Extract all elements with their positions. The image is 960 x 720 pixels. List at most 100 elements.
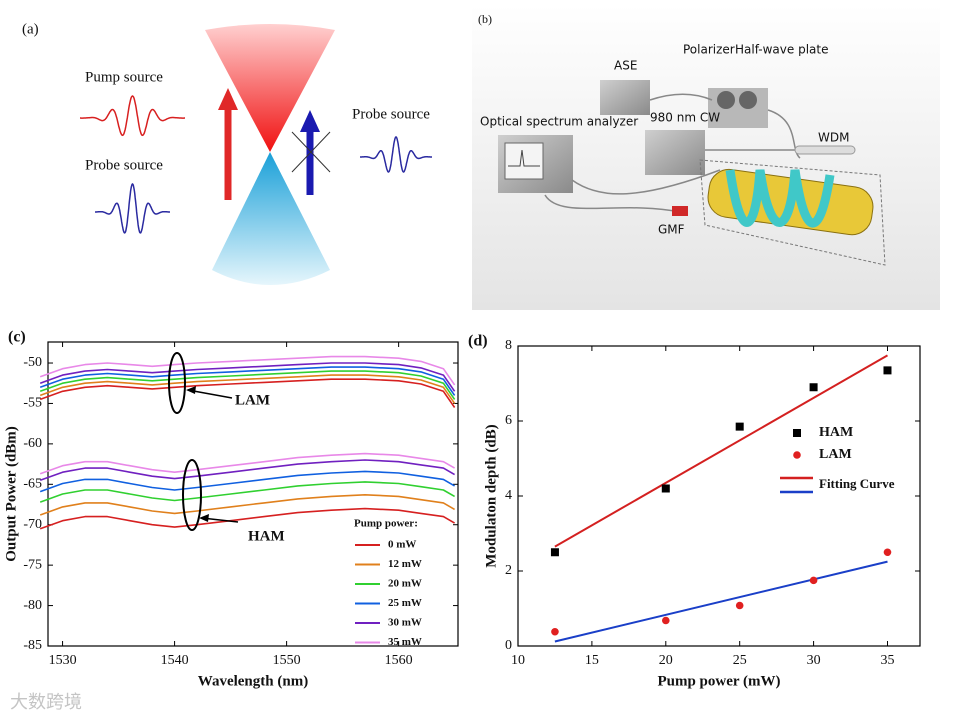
x-tick-label: 1530 [49, 653, 77, 668]
panel-a: (a) Pump source Probe source Probe sourc… [22, 21, 432, 285]
fiber [544, 93, 850, 213]
data-point [735, 601, 744, 610]
watermark: 大数跨境 [10, 692, 82, 713]
pump-source-label: Pump source [85, 69, 163, 85]
spectrum-line [39, 459, 456, 482]
half-wave-plate [739, 91, 757, 109]
panel-label: (b) [478, 12, 492, 26]
data-point [661, 616, 670, 625]
data-point [551, 627, 559, 636]
cross [291, 131, 331, 173]
setup-label: 980 nm CW [650, 111, 720, 125]
y-tick-label: 4 [505, 488, 512, 503]
x-tick-label: 1540 [161, 653, 189, 668]
setup-label: GMF [658, 223, 685, 237]
x-tick-label: 20 [659, 653, 673, 668]
spectrum-line [39, 366, 456, 396]
y-tick-label: -85 [23, 638, 42, 653]
y-tick-label: 2 [505, 563, 512, 578]
blue-cone [212, 152, 330, 285]
y-tick-label: 0 [505, 638, 512, 653]
y-tick-label: -55 [23, 396, 42, 411]
data-point [883, 366, 892, 375]
chart: 1530 1540 1550 1560 -85 -80 -75 -70 -65 -60 -55 -50… [3, 329, 459, 689]
plot-frame [47, 341, 459, 647]
x-tick-label: 1550 [273, 653, 301, 668]
legend-label: 25 mW [388, 597, 422, 609]
gmf [672, 206, 688, 216]
osa-trace [508, 149, 540, 167]
spectrum-line [39, 470, 456, 493]
data-point [809, 383, 818, 392]
x-axis-title: Pump power (mW) [657, 673, 780, 689]
data-point [809, 576, 818, 585]
x-tick-label: 10 [511, 653, 525, 668]
setup-label: Half-wave plate [735, 43, 828, 57]
legend-label: 30 mW [388, 617, 422, 629]
group-ellipse [182, 459, 202, 531]
legend-label: 0 mW [388, 539, 416, 551]
data-point [550, 548, 559, 557]
data-point [735, 422, 744, 431]
data-point [661, 484, 670, 493]
panel-b: (b) ASE Polarizer Half-wave plate Optica… [472, 4, 940, 310]
y-tick-label: -65 [23, 477, 42, 492]
setup-label: ASE [614, 59, 637, 73]
y-tick-label: 6 [505, 413, 512, 428]
polarizer [717, 91, 735, 109]
pump-wave [80, 95, 185, 137]
y-tick-label: -80 [23, 598, 42, 613]
setup-label: WDM [818, 131, 849, 145]
x-axis-title: Wavelength (nm) [198, 673, 308, 689]
osa-screen [504, 142, 544, 180]
spectrum-line [39, 370, 456, 400]
fit-line [554, 560, 888, 643]
x-tick-label: 15 [585, 653, 599, 668]
x-tick-label: 30 [807, 653, 821, 668]
probe-source-label: Probe source [85, 157, 163, 173]
legend-label: 35 mW [388, 636, 422, 648]
fiber-coil [725, 169, 835, 228]
spectrum-line [39, 494, 456, 516]
panel-label: (c) [8, 329, 26, 346]
x-tick-label: 25 [733, 653, 747, 668]
legend-title: Pump power: [354, 518, 418, 530]
setup-label: Optical spectrum analyzer [480, 115, 638, 129]
legend-label: HAM [819, 425, 853, 440]
legend-label: LAM [819, 447, 852, 462]
legend-label: Fitting Curve [819, 476, 895, 491]
probe-wave [360, 136, 432, 173]
annotation: LAM [235, 392, 270, 408]
cw-laser-box [645, 130, 705, 175]
polarizer-mount [708, 88, 768, 128]
spectrum-line [39, 481, 455, 503]
legend-marker [793, 429, 801, 437]
wdm [794, 145, 856, 155]
y-tick-label: -75 [23, 557, 42, 572]
legend-label: 20 mW [388, 578, 422, 590]
setup-label: Polarizer [683, 43, 735, 57]
red-cone [205, 24, 335, 152]
arrow-head [300, 110, 320, 132]
y-tick-label: 8 [505, 338, 512, 353]
y-tick-label: -50 [23, 355, 42, 370]
spectrum-line [39, 378, 456, 408]
y-axis-title: Output Power (dBm) [3, 426, 19, 562]
annotation-arrow [199, 514, 209, 522]
y-tick-label: -60 [23, 436, 42, 451]
probe-wave [95, 183, 170, 234]
panel-label: (a) [22, 21, 39, 37]
legend-marker [793, 451, 801, 459]
spectrum-line [39, 374, 456, 404]
spectrum-line [39, 355, 456, 386]
x-tick-label: 35 [880, 653, 894, 668]
x-tick-label: 1560 [385, 653, 413, 668]
spectrum-line [39, 452, 455, 475]
arrow-head [218, 88, 238, 110]
y-axis-title: Modulaton depth (dB) [483, 424, 499, 567]
legend-label: 12 mW [388, 558, 422, 570]
y-tick-label: -70 [23, 517, 42, 532]
annotation-arrow [186, 386, 196, 394]
data-point [883, 548, 892, 557]
